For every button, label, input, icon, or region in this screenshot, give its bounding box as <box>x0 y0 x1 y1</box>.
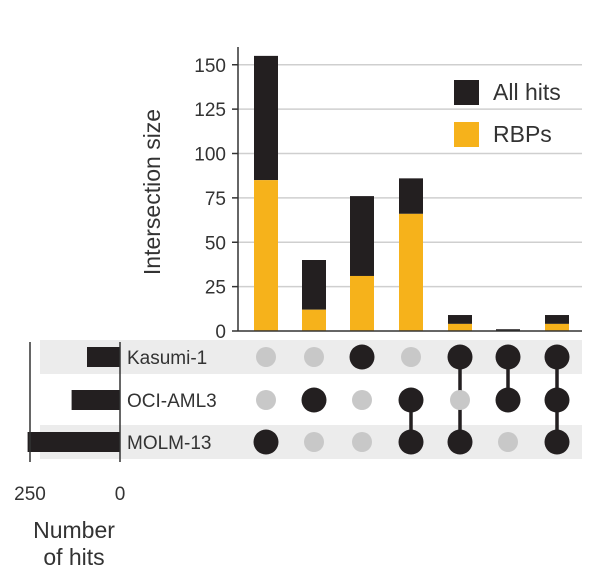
matrix-dot-inactive <box>498 432 518 452</box>
matrix-dot-active <box>447 344 473 370</box>
set-label: MOLM-13 <box>127 433 211 454</box>
y-tick-label: 125 <box>194 100 226 121</box>
y-tick-label: 50 <box>205 233 226 254</box>
set-size-bars: Kasumi-1 OCI-AML3 MOLM-13 <box>27 347 217 454</box>
matrix-dot-active <box>447 429 473 455</box>
legend: All hits RBPs <box>454 79 561 147</box>
bar-all-hits <box>399 178 423 214</box>
matrix-dot-inactive <box>352 432 372 452</box>
bar-all-hits <box>448 315 472 324</box>
set-axis-tick-label: 250 <box>14 484 46 505</box>
bar-all-hits <box>496 329 520 331</box>
set-size-bar <box>71 390 120 410</box>
y-tick-label: 100 <box>194 145 226 166</box>
matrix-dot-active <box>544 344 570 370</box>
bar-all-hits <box>254 55 278 181</box>
y-tick-label: 150 <box>194 56 226 77</box>
matrix-dot-inactive <box>256 347 276 367</box>
intersection-bars <box>254 55 569 331</box>
bar-rbps <box>350 275 374 331</box>
bar-rbps <box>254 180 278 331</box>
matrix-dot-active <box>544 387 570 413</box>
matrix-dot-inactive <box>450 390 470 410</box>
set-axis-title: Number <box>33 517 115 543</box>
set-axis-title: of hits <box>43 544 104 570</box>
intersection-matrix <box>253 344 570 455</box>
bar-all-hits <box>545 315 569 324</box>
y-tick-label: 75 <box>205 189 226 210</box>
legend-swatch <box>454 122 479 147</box>
matrix-dot-active <box>544 429 570 455</box>
y-axis-title: Intersection size <box>139 109 165 275</box>
matrix-dot-active <box>301 387 327 413</box>
bar-rbps <box>545 323 569 331</box>
set-axis-tick-label: 0 <box>115 484 126 505</box>
legend-label: RBPs <box>493 121 552 147</box>
matrix-dot-inactive <box>352 390 372 410</box>
legend-swatch <box>454 80 479 105</box>
matrix-dot-inactive <box>304 347 324 367</box>
matrix-dot-active <box>349 344 375 370</box>
matrix-dot-active <box>398 429 424 455</box>
bar-rbps <box>399 213 423 331</box>
bar-rbps <box>448 323 472 331</box>
matrix-dot-active <box>495 387 521 413</box>
set-label: Kasumi-1 <box>127 348 207 369</box>
y-tick-label: 25 <box>205 278 226 299</box>
matrix-dot-active <box>398 387 424 413</box>
matrix-dot-active <box>253 429 279 455</box>
set-label: OCI-AML3 <box>127 391 217 412</box>
y-axis: 0 25 50 75 100 125 150 <box>194 47 582 343</box>
set-size-bar <box>27 432 121 452</box>
bar-all-hits <box>350 196 374 276</box>
legend-label: All hits <box>493 79 561 105</box>
matrix-dot-inactive <box>401 347 421 367</box>
set-size-bar <box>87 347 120 367</box>
gridlines <box>238 64 582 288</box>
matrix-dot-inactive <box>304 432 324 452</box>
matrix-dot-active <box>495 344 521 370</box>
bar-all-hits <box>302 260 326 310</box>
bar-rbps <box>302 309 326 331</box>
matrix-dot-inactive <box>256 390 276 410</box>
y-tick-label: 0 <box>215 322 226 343</box>
